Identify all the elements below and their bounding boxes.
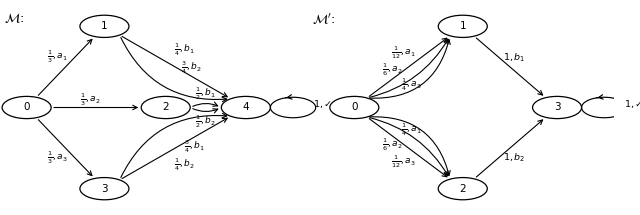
Text: $\frac{1}{4}, b_1$: $\frac{1}{4}, b_1$ (174, 41, 195, 58)
Text: $\frac{1}{4}, b_2$: $\frac{1}{4}, b_2$ (174, 157, 195, 174)
Text: $\frac{3}{4}, b_2$: $\frac{3}{4}, b_2$ (181, 60, 202, 76)
Text: $1, b_1$: $1, b_1$ (504, 51, 526, 64)
Text: $1, b_2$: $1, b_2$ (504, 151, 526, 164)
Text: $\frac{1}{12}, a_3$: $\frac{1}{12}, a_3$ (392, 154, 416, 170)
Text: 4: 4 (243, 103, 249, 112)
Text: $\frac{1}{3}, a_3$: $\frac{1}{3}, a_3$ (47, 149, 68, 166)
Text: $\frac{3}{4}, b_1$: $\frac{3}{4}, b_1$ (184, 139, 205, 155)
Text: $\frac{1}{12}, a_1$: $\frac{1}{12}, a_1$ (392, 45, 416, 61)
Text: $1, \checkmark$: $1, \checkmark$ (624, 98, 640, 110)
Text: 1: 1 (460, 21, 466, 31)
Text: 3: 3 (554, 103, 561, 112)
Text: $1, \checkmark$: $1, \checkmark$ (312, 98, 332, 110)
Text: 0: 0 (351, 103, 358, 112)
Text: $\frac{1}{2}, b_2$: $\frac{1}{2}, b_2$ (195, 113, 216, 130)
Text: $\mathcal{M}$:: $\mathcal{M}$: (4, 11, 25, 25)
Text: 0: 0 (24, 103, 30, 112)
Text: 1: 1 (101, 21, 108, 31)
Text: $\frac{1}{6}, a_2$: $\frac{1}{6}, a_2$ (381, 62, 403, 78)
Text: $\frac{1}{4}, a_1$: $\frac{1}{4}, a_1$ (401, 122, 421, 138)
Text: 2: 2 (163, 103, 169, 112)
Text: $\frac{1}{3}, a_2$: $\frac{1}{3}, a_2$ (80, 92, 100, 108)
Text: 3: 3 (101, 184, 108, 194)
Text: $\frac{1}{2}, b_1$: $\frac{1}{2}, b_1$ (195, 85, 216, 102)
Text: $\frac{1}{4}, a_3$: $\frac{1}{4}, a_3$ (401, 77, 421, 93)
Text: $\frac{1}{6}, a_2$: $\frac{1}{6}, a_2$ (381, 137, 403, 153)
Text: $\mathcal{M}'$:: $\mathcal{M}'$: (312, 11, 335, 27)
Text: 2: 2 (460, 184, 466, 194)
Text: $\frac{1}{3}, a_1$: $\frac{1}{3}, a_1$ (47, 48, 68, 64)
